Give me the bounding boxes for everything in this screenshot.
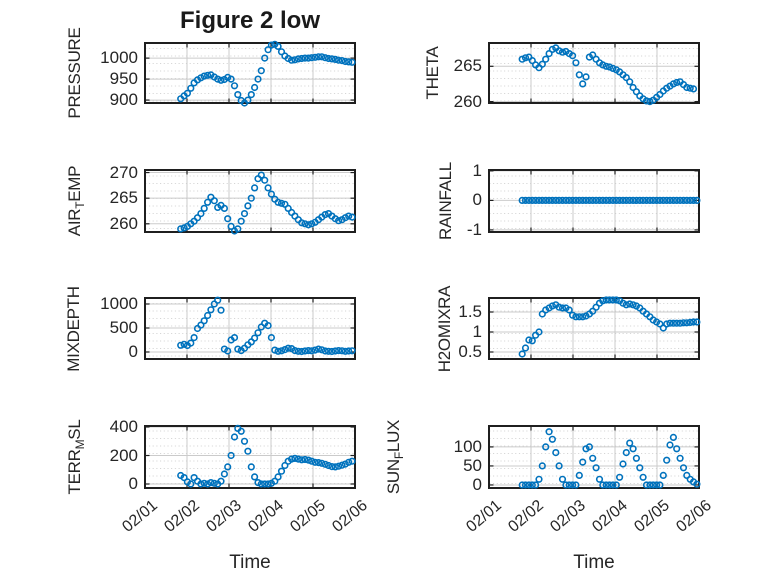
- y-axis-label-rainfall: RAINFALL: [436, 162, 456, 240]
- y-tick-label: 50: [463, 455, 482, 475]
- tick-marks: [144, 170, 356, 232]
- y-tick-label: 1000: [100, 48, 138, 68]
- y-axis-label-pressure: PRESSURE: [65, 27, 85, 118]
- subplot-air-temp: [144, 169, 356, 235]
- y-tick-label: -1: [466, 219, 482, 239]
- minor-grid: [146, 44, 354, 102]
- tick-marks: [488, 43, 700, 103]
- data-markers-mixdepth: [177, 296, 356, 356]
- axes-box: [144, 169, 356, 233]
- y-tick-label: 100: [453, 436, 482, 456]
- subplot-mixdepth: [144, 296, 356, 360]
- y-axis-label-text: PRESSURE: [65, 27, 84, 119]
- y-tick-label: 200: [109, 445, 138, 465]
- subplot-pressure: [144, 40, 356, 107]
- data-markers-h2omixra: [518, 296, 701, 358]
- y-axis-label-sun-flux: SUNFLUX: [384, 420, 406, 494]
- y-tick-label: 400: [109, 416, 138, 436]
- axes-box: [488, 42, 700, 104]
- y-tick-label: 260: [453, 91, 482, 111]
- y-axis-label-text: TERR: [65, 449, 85, 495]
- tick-marks: [144, 43, 356, 103]
- data-markers-terr-msl: [177, 424, 356, 488]
- y-axis-label-subscript: M: [72, 439, 87, 450]
- minor-grid: [490, 44, 698, 102]
- y-axis-label-h2omixra: H2OMIXRA: [435, 285, 455, 371]
- y-axis-label-text: SUN: [384, 459, 404, 495]
- y-axis-label-text: H2OMIXRA: [435, 285, 454, 372]
- y-axis-label-text: SL: [65, 419, 85, 440]
- subplot-h2omixra: [488, 296, 701, 360]
- y-tick-label: 1.5: [458, 302, 482, 321]
- y-tick-label: 0: [128, 341, 138, 361]
- data-markers-rainfall: [518, 196, 701, 204]
- y-tick-label: 260: [109, 213, 138, 233]
- y-tick-label: 1: [472, 322, 482, 341]
- x-axis-label-right: Time: [573, 552, 615, 573]
- minor-grid: [490, 427, 698, 487]
- data-markers-sun-flux: [518, 428, 701, 489]
- minor-grid: [146, 427, 354, 487]
- subplot-theta: [488, 42, 700, 106]
- y-axis-label-terr-msl: TERRMSL: [65, 420, 87, 495]
- figure-title: Figure 2 low: [179, 7, 320, 34]
- data-markers-pressure: [177, 40, 356, 107]
- y-tick-label: 270: [109, 162, 138, 182]
- y-axis-label-text: MIXDEPTH: [64, 285, 83, 372]
- y-axis-label-text: AIR: [65, 208, 85, 237]
- y-axis-label-mixdepth: MIXDEPTH: [64, 286, 84, 371]
- y-tick-label: 0: [472, 474, 482, 494]
- y-axis-label-subscript: T: [72, 201, 87, 209]
- axes-box: [488, 297, 700, 360]
- y-tick-label: 1: [472, 160, 482, 180]
- data-markers-air-temp: [177, 171, 356, 235]
- y-tick-label: 265: [109, 188, 138, 208]
- axes-box: [488, 425, 700, 489]
- y-axis-label-air-temp: AIRTEMP: [65, 166, 87, 236]
- y-axis-label-subscript: F: [391, 452, 406, 460]
- y-axis-label-text: RAINFALL: [436, 162, 455, 240]
- subplot-terr-msl: [144, 424, 356, 489]
- y-tick-label: 265: [453, 56, 482, 76]
- y-tick-label: 500: [109, 317, 138, 337]
- y-tick-label: 0: [128, 474, 138, 493]
- tick-marks: [488, 170, 700, 232]
- y-tick-label: 950: [109, 69, 138, 89]
- subplot-sun-flux: [488, 425, 701, 489]
- tick-marks: [144, 298, 356, 359]
- tick-marks: [144, 426, 356, 488]
- y-axis-label-text: LUX: [384, 419, 404, 453]
- y-tick-label: 900: [109, 90, 138, 110]
- y-axis-label-theta: THETA: [423, 47, 443, 100]
- data-markers-theta: [518, 44, 698, 106]
- subplot-rainfall: [488, 169, 701, 233]
- y-tick-label: 0.5: [458, 342, 482, 361]
- axes-box: [144, 425, 356, 489]
- y-tick-label: 1000: [100, 293, 138, 313]
- x-axis-label-left: Time: [229, 552, 271, 573]
- y-axis-label-text: EMP: [65, 165, 85, 202]
- y-axis-label-text: THETA: [423, 46, 442, 100]
- y-tick-label: 0: [472, 190, 482, 210]
